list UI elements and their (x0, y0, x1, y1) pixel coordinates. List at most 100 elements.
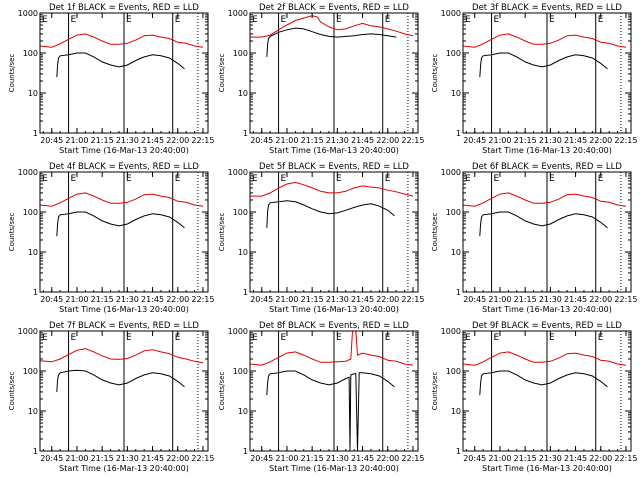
y-tick-label: 100 (233, 367, 248, 376)
y-tick-label: 10 (28, 248, 38, 257)
x-tick-label: 22:15 (614, 454, 637, 463)
y-tick-label: 10 (451, 248, 461, 257)
x-axis-label: Start Time (16-Mar-13 20:40:00) (269, 464, 399, 473)
plot-frame (39, 12, 209, 134)
y-tick-label: 1 (243, 447, 248, 456)
x-axis-label: Start Time (16-Mar-13 20:40:00) (482, 464, 612, 473)
x-tick-label: 20:45 (40, 454, 63, 463)
x-tick-label: 20:45 (250, 454, 273, 463)
x-axis-label: Start Time (16-Mar-13 20:40:00) (482, 146, 612, 155)
y-tick-label: 100 (233, 208, 248, 217)
x-tick-label: 21:45 (351, 295, 374, 304)
y-axis-label: Counts/sec (8, 213, 16, 252)
x-tick-label: 21:00 (65, 295, 88, 304)
series-line-red-lld (462, 192, 627, 207)
flag-label: E (71, 174, 77, 184)
series-line-red-lld (250, 15, 414, 38)
y-tick-label: 1000 (228, 9, 248, 18)
y-tick-label: 1000 (228, 327, 248, 336)
x-tick-label: 21:45 (351, 454, 374, 463)
y-axis-label: Counts/sec (218, 54, 226, 93)
x-tick-label: 22:00 (589, 454, 612, 463)
x-tick-label: 21:45 (141, 136, 164, 145)
y-tick-label: 1000 (441, 168, 461, 177)
y-tick-label: 100 (23, 208, 38, 217)
series-line-red-lld (250, 181, 414, 197)
x-tick-label: 21:30 (539, 136, 562, 145)
x-tick-label: 22:00 (166, 136, 189, 145)
y-tick-label: 1 (456, 447, 461, 456)
y-tick-label: 10 (451, 89, 461, 98)
flag-label: E (175, 174, 181, 184)
panel-title: Det 8f BLACK = Events, RED = LLD (259, 321, 409, 331)
plot-frame (39, 171, 209, 293)
x-tick-label: 21:45 (564, 295, 587, 304)
y-axis-label: Counts/sec (431, 372, 439, 411)
x-tick-label: 20:45 (250, 295, 273, 304)
series-line-black-events (266, 370, 395, 452)
series-line-black-events (266, 27, 397, 57)
y-tick-label: 100 (446, 367, 461, 376)
series-line-black-events (56, 211, 185, 237)
x-tick-label: 22:15 (401, 454, 424, 463)
y-tick-label: 100 (446, 208, 461, 217)
flag-label: E (281, 333, 287, 343)
x-tick-label: 21:00 (275, 454, 298, 463)
flag-label: E (252, 174, 258, 184)
panel-title: Det 3f BLACK = Events, RED = LLD (472, 3, 622, 13)
series-line-red-lld (39, 192, 204, 207)
x-tick-label: 21:15 (91, 454, 114, 463)
x-axis-label: Start Time (16-Mar-13 20:40:00) (482, 305, 612, 314)
x-tick-label: 21:00 (488, 136, 511, 145)
x-axis-label: Start Time (16-Mar-13 20:40:00) (59, 146, 189, 155)
x-tick-label: 20:45 (40, 136, 63, 145)
flag-label: E (281, 174, 287, 184)
x-tick-label: 22:15 (401, 136, 424, 145)
flag-label: E (71, 15, 77, 25)
flag-label: E (598, 15, 604, 25)
y-tick-label: 100 (446, 49, 461, 58)
panel-title: Det 1f BLACK = Events, RED = LLD (49, 3, 199, 13)
series-line-red-lld (39, 33, 204, 48)
x-tick-label: 21:30 (539, 295, 562, 304)
series-line-black-events (479, 52, 608, 78)
flag-label: E (175, 15, 181, 25)
flag-label: E (385, 174, 391, 184)
panel-title: Det 4f BLACK = Events, RED = LLD (49, 162, 199, 172)
y-tick-label: 1 (456, 129, 461, 138)
flag-label: E (385, 15, 391, 25)
x-tick-label: 20:45 (40, 295, 63, 304)
flag-label: E (126, 333, 132, 343)
flag-label: E (494, 15, 500, 25)
y-tick-label: 1 (243, 129, 248, 138)
flag-label: E (42, 333, 48, 343)
x-tick-label: 21:15 (91, 136, 114, 145)
x-tick-label: 21:15 (301, 295, 324, 304)
x-tick-label: 22:15 (191, 295, 214, 304)
x-axis-label: Start Time (16-Mar-13 20:40:00) (59, 305, 189, 314)
panel-title: Det 5f BLACK = Events, RED = LLD (259, 162, 409, 172)
series-line-red-lld (462, 33, 627, 48)
y-axis-label: Counts/sec (431, 54, 439, 93)
y-tick-label: 10 (451, 407, 461, 416)
y-tick-label: 1000 (441, 9, 461, 18)
series-line-black-events (266, 200, 395, 228)
x-tick-label: 22:15 (614, 136, 637, 145)
flag-label: E (494, 333, 500, 343)
series-line-black-events (479, 370, 608, 396)
panel-title: Det 7f BLACK = Events, RED = LLD (49, 321, 199, 331)
y-tick-label: 10 (238, 248, 248, 257)
x-tick-label: 22:15 (191, 136, 214, 145)
x-tick-label: 22:00 (166, 454, 189, 463)
x-tick-label: 22:15 (401, 295, 424, 304)
x-tick-label: 21:45 (141, 454, 164, 463)
panel-title: Det 9f BLACK = Events, RED = LLD (472, 321, 622, 331)
x-tick-label: 20:45 (463, 454, 486, 463)
x-tick-label: 21:30 (539, 454, 562, 463)
plot-frame (249, 12, 419, 134)
